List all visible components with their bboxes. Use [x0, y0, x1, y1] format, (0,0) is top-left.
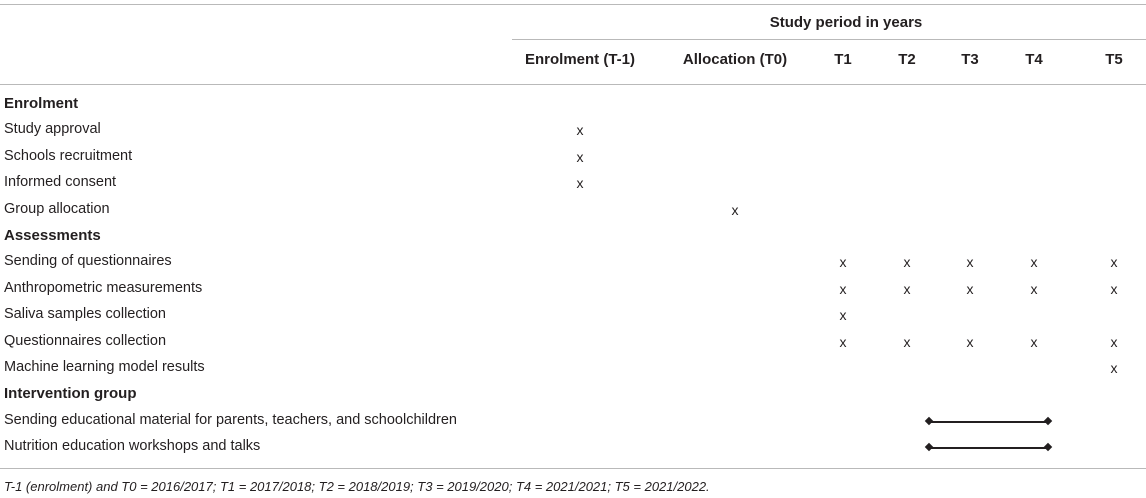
schedule-mark: x: [903, 254, 911, 271]
duration-bar-end: [924, 416, 934, 426]
row-label: Nutrition education workshops and talks: [4, 438, 261, 455]
schedule-mark: x: [966, 254, 974, 271]
duration-bar-end: [924, 442, 934, 452]
column-header: Allocation (T0): [682, 51, 788, 68]
section-header: Assessments: [4, 227, 101, 244]
column-header: T1: [834, 51, 852, 68]
schedule-mark: x: [1030, 254, 1038, 271]
section-header: Enrolment: [4, 95, 79, 112]
schedule-mark: x: [1030, 333, 1038, 350]
duration-bar-end: [1043, 442, 1053, 452]
column-header: T4: [1025, 51, 1043, 68]
row-label: Saliva samples collection: [4, 306, 166, 323]
column-header: T3: [961, 51, 979, 68]
row-label: Group allocation: [4, 200, 110, 217]
schedule-mark: x: [966, 333, 974, 350]
duration-bar-end: [1043, 416, 1053, 426]
schedule-mark: x: [1030, 280, 1038, 297]
schedule-mark: x: [576, 122, 584, 139]
duration-bar: [924, 416, 1053, 426]
schedule-mark: x: [1110, 254, 1118, 271]
schedule-mark: x: [1110, 280, 1118, 297]
row-label: Study approval: [4, 121, 101, 138]
row-label: Sending of questionnaires: [4, 253, 172, 270]
table-footnote: T-1 (enrolment) and T0 = 2016/2017; T1 =…: [4, 479, 710, 494]
duration-bar: [924, 442, 1053, 452]
schedule-mark: x: [576, 148, 584, 165]
group-header-rule: [512, 39, 1146, 40]
schedule-mark: x: [839, 333, 847, 350]
row-label: Sending educational material for parents…: [4, 411, 457, 428]
schedule-mark: x: [839, 307, 847, 324]
schedule-mark: x: [903, 280, 911, 297]
schedule-mark: x: [576, 175, 584, 192]
schedule-mark: x: [731, 201, 739, 218]
schedule-mark: x: [1110, 360, 1118, 376]
column-header: T2: [898, 51, 916, 68]
column-header: T5: [1105, 51, 1123, 68]
row-label: Questionnaires collection: [4, 332, 167, 349]
header-bottom-rule: [0, 84, 1146, 85]
schedule-mark: x: [839, 254, 847, 271]
column-header: Enrolment (T-1): [524, 51, 636, 68]
top-rule: [0, 4, 1146, 5]
schedule-mark: x: [1110, 333, 1118, 350]
schedule-mark: x: [903, 333, 911, 350]
row-label: Informed consent: [4, 174, 117, 191]
schedule-mark: x: [839, 280, 847, 297]
bottom-rule: [0, 468, 1146, 469]
group-header: Study period in years: [769, 14, 923, 31]
section-header: Intervention group: [4, 385, 137, 403]
schedule-mark: x: [966, 280, 974, 297]
row-label: Schools recruitment: [4, 147, 133, 164]
row-label: Anthropometric measurements: [4, 279, 203, 296]
row-label: Machine learning model results: [4, 359, 205, 375]
